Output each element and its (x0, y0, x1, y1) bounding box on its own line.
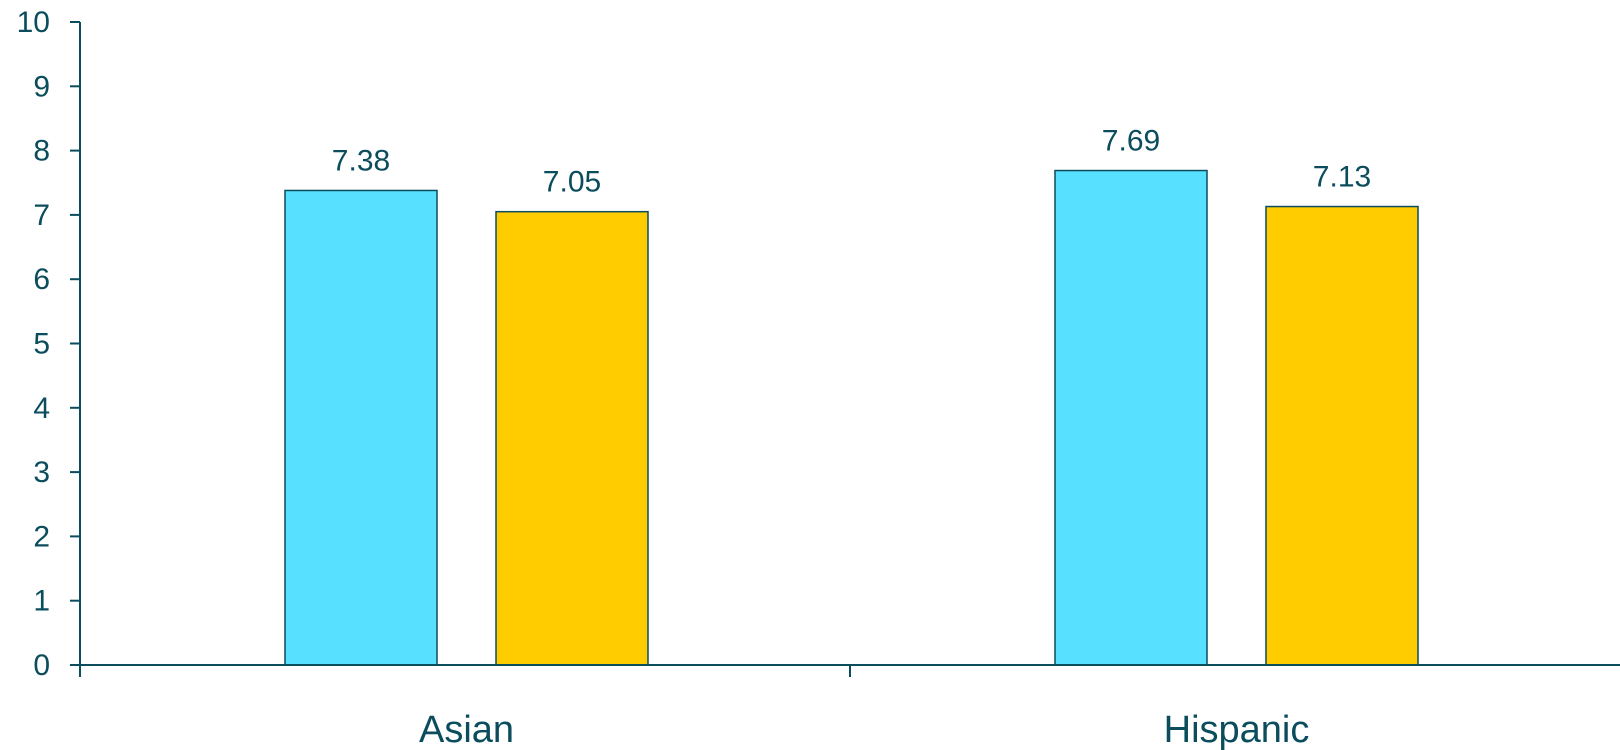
category-labels: Asian Hispanic (419, 709, 1309, 750)
x-category-label: Hispanic (1164, 709, 1310, 750)
y-tick-label: 9 (33, 70, 50, 103)
y-tick-label: 0 (33, 649, 50, 682)
bar-value-label: 7.05 (543, 166, 601, 199)
y-tick-label: 8 (33, 135, 50, 168)
y-axis-tick-labels: 0 1 2 3 4 5 6 7 8 9 10 (17, 6, 50, 682)
bar-value-label: 7.69 (1102, 125, 1160, 158)
bars (284, 169, 1419, 666)
y-tick-label: 3 (33, 456, 50, 489)
bar-value-label: 7.38 (332, 144, 390, 177)
x-category-label: Asian (419, 709, 514, 750)
bar-value-label: 7.13 (1313, 161, 1371, 194)
bar (1054, 169, 1208, 666)
y-tick-label: 2 (33, 520, 50, 553)
bar (495, 210, 649, 666)
y-tick-label: 6 (33, 263, 50, 296)
bar (284, 189, 438, 666)
y-tick-label: 7 (33, 199, 50, 232)
y-tick-label: 5 (33, 328, 50, 361)
bar (1265, 205, 1419, 666)
y-tick-label: 10 (17, 6, 50, 39)
data-labels: 7.38 7.05 7.69 7.13 (332, 125, 1371, 199)
y-tick-label: 1 (33, 585, 50, 618)
x-axis-ticks (79, 665, 851, 677)
y-tick-label: 4 (33, 392, 50, 425)
y-axis-ticks (70, 21, 80, 666)
